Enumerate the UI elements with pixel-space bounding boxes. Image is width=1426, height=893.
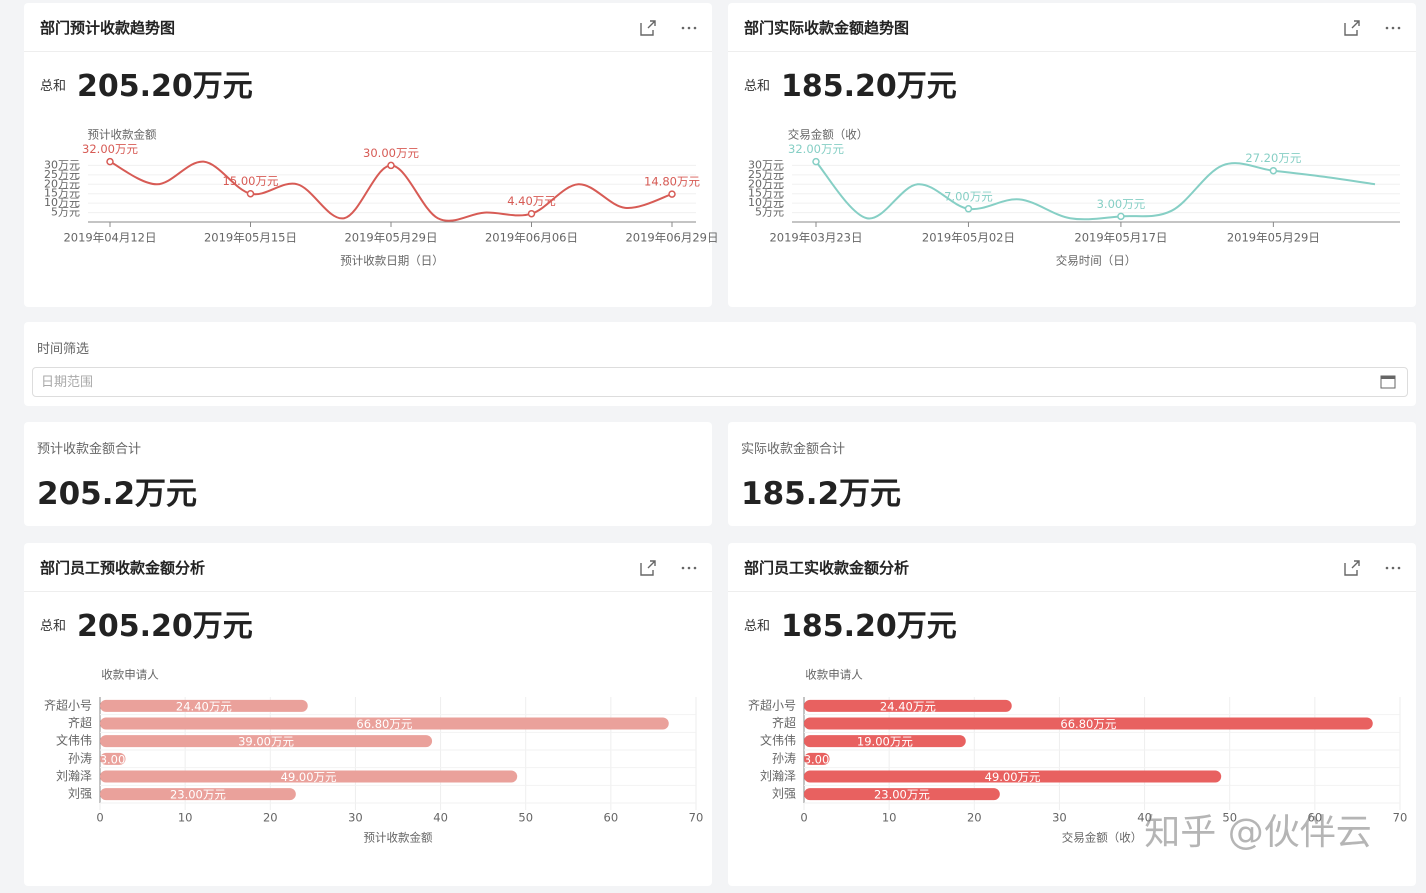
panel-title: 部门员工实收款金额分析 (744, 559, 910, 577)
date-input[interactable]: 日期范围 (32, 367, 1408, 397)
total-label: 总和 (40, 619, 67, 634)
kpi-panel: 实际收款金额合计 185.2万元 (728, 422, 1416, 526)
total-label: 总和 (40, 79, 67, 94)
open-icon[interactable] (1343, 559, 1361, 577)
filter-panel: 时间筛选 日期范围 (24, 322, 1416, 406)
panel: 部门预计收款趋势图 总和 205.20万元 (24, 3, 712, 307)
divider (24, 591, 712, 592)
panel: 部门员工实收款金额分析 总和 185.20万元 (728, 543, 1416, 886)
panel-title: 部门实际收款金额趋势图 (744, 19, 910, 37)
total-value: 185.20万元 (781, 69, 957, 104)
more-icon[interactable] (680, 19, 698, 37)
kpi-value: 205.2万元 (37, 476, 198, 512)
divider (728, 591, 1416, 592)
kpi-value: 185.2万元 (741, 476, 902, 512)
divider (728, 51, 1416, 52)
total-value: 205.20万元 (77, 69, 253, 104)
kpi-label: 预计收款金额合计 (37, 442, 142, 457)
divider (24, 51, 712, 52)
total-label: 总和 (744, 619, 771, 634)
total-value: 185.20万元 (781, 609, 957, 644)
total-value: 205.20万元 (77, 609, 253, 644)
total-label: 总和 (744, 79, 771, 94)
open-icon[interactable] (639, 559, 657, 577)
open-icon[interactable] (1343, 19, 1361, 37)
filter-label: 时间筛选 (37, 342, 90, 357)
open-icon[interactable] (639, 19, 657, 37)
panel: 部门实际收款金额趋势图 总和 185.20万元 (728, 3, 1416, 307)
panel-title: 部门员工预收款金额分析 (40, 559, 206, 577)
kpi-label: 实际收款金额合计 (741, 442, 846, 457)
more-icon[interactable] (1384, 559, 1402, 577)
more-icon[interactable] (680, 559, 698, 577)
calendar-icon[interactable] (1380, 375, 1396, 389)
panel-title: 部门预计收款趋势图 (40, 19, 176, 37)
panel: 部门员工预收款金额分析 总和 205.20万元 (24, 543, 712, 886)
kpi-panel: 预计收款金额合计 205.2万元 (24, 422, 712, 526)
more-icon[interactable] (1384, 19, 1402, 37)
